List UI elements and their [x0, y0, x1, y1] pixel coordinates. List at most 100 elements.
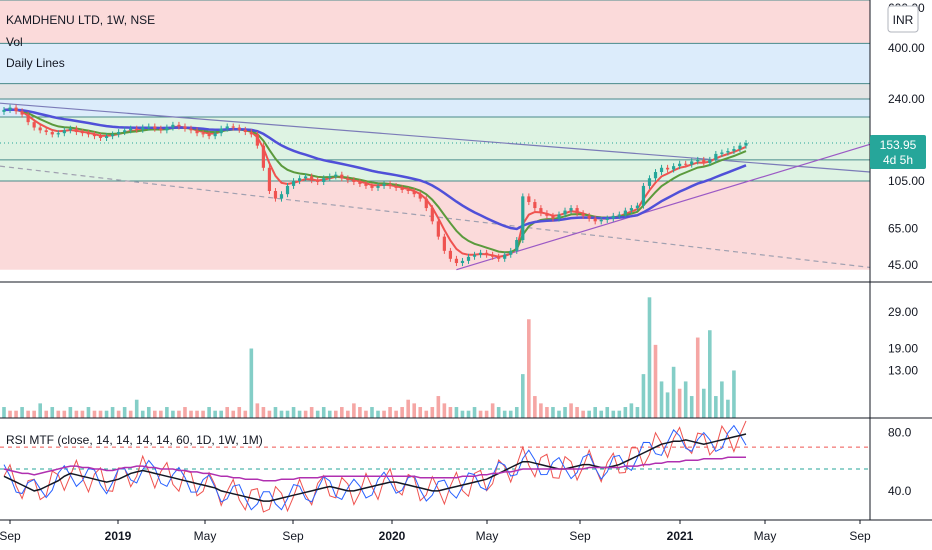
volume-bar-46: [279, 410, 284, 418]
volume-bar-14: [86, 407, 91, 418]
volume-bar-26: [159, 410, 163, 418]
last-price-badge: 153.95 4d 5h: [870, 135, 926, 169]
candle-body-102: [617, 214, 621, 216]
candle-body-63: [382, 183, 386, 186]
candle-body-120: [726, 151, 730, 153]
candle-body-31: [189, 128, 193, 131]
candle-body-30: [183, 126, 187, 129]
rsi-indicator-label[interactable]: RSI MTF (close, 14, 14, 14, 14, 60, 1D, …: [6, 433, 263, 447]
time-axis[interactable]: Sep 2019 May Sep 2020 May Sep 2021 May Sep: [0, 520, 871, 543]
volume-bar-120: [726, 399, 730, 418]
volume-bar-77: [466, 410, 471, 418]
daily-lines-indicator-label[interactable]: Daily Lines: [6, 56, 65, 70]
candle-body-26: [159, 128, 163, 131]
candle-body-68: [412, 190, 416, 195]
candle-body-61: [370, 185, 374, 188]
symbol-title[interactable]: KAMDHENU LTD, 1W, NSE: [6, 13, 155, 27]
volume-bar-116: [701, 388, 706, 418]
candle-body-23: [141, 127, 145, 130]
candle-body-80: [485, 252, 489, 255]
volume-bar-70: [424, 410, 429, 418]
candle-body-39: [237, 127, 241, 130]
candle-body-18: [110, 134, 115, 137]
candle-body-98: [593, 218, 597, 222]
candle-body-3: [20, 111, 24, 115]
candle-body-24: [147, 126, 151, 128]
candle-body-34: [207, 134, 211, 137]
candle-body-8: [50, 132, 54, 135]
volume-bar-106: [641, 374, 646, 418]
candle-body-70: [424, 198, 428, 209]
rsi-lines: [0, 420, 870, 513]
volume-bar-5: [32, 410, 36, 418]
candle-body-32: [195, 130, 199, 134]
candle-body-72: [436, 221, 440, 237]
volume-bar-55: [333, 410, 338, 418]
volume-bar-41: [249, 348, 254, 418]
candle-body-7: [44, 130, 48, 133]
candle-body-122: [738, 145, 742, 149]
volume-bar-62: [376, 410, 380, 418]
volume-bar-102: [617, 410, 622, 418]
volume-bar-22: [134, 399, 139, 418]
candle-body-59: [358, 182, 362, 184]
candle-body-116: [702, 159, 706, 163]
price-zone-6: [0, 181, 870, 270]
price-zone-0: [0, 0, 870, 44]
volume-bar-82: [496, 407, 501, 418]
candle-body-85: [515, 240, 519, 251]
volume-bar-12: [74, 410, 79, 418]
volume-bar-79: [478, 410, 483, 418]
volume-bar-19: [116, 410, 121, 418]
price-candles[interactable]: [2, 104, 748, 267]
volume-bar-95: [575, 407, 579, 418]
candle-body-123: [744, 143, 748, 146]
moving-average-lines: [3, 107, 747, 258]
candle-body-76: [460, 260, 465, 264]
ema-slow-line: [3, 108, 747, 231]
candle-body-11: [68, 128, 72, 131]
volume-bar-68: [412, 403, 417, 418]
candle-body-14: [86, 133, 91, 135]
candle-body-104: [629, 208, 633, 211]
volume-bar-4: [26, 410, 30, 418]
volume-bar-29: [177, 410, 181, 418]
panel-separators[interactable]: [0, 0, 932, 521]
price-axis[interactable]: 600.00400.00240.00105.0065.0045.0029.001…: [888, 1, 925, 498]
volume-bar-23: [140, 410, 145, 418]
bar-countdown: 4d 5h: [883, 153, 913, 167]
candle-body-2: [14, 107, 18, 112]
volume-bar-47: [285, 410, 290, 418]
volume-bar-54: [327, 410, 332, 418]
volume-bar-8: [50, 407, 55, 418]
candle-body-84: [509, 250, 513, 255]
volume-bar-45: [273, 407, 278, 418]
volume-bar-60: [364, 410, 368, 418]
volume-bar-74: [448, 407, 453, 418]
candle-body-51: [310, 176, 314, 181]
volume-bar-65: [394, 410, 398, 418]
candle-body-91: [551, 215, 555, 219]
candle-body-101: [611, 215, 615, 219]
candle-body-113: [684, 163, 688, 165]
candle-body-92: [557, 214, 561, 219]
volume-bar-66: [400, 407, 404, 418]
volume-bar-118: [714, 396, 718, 418]
rsi-monthly-line: [3, 456, 746, 482]
volume-bar-83: [502, 410, 507, 418]
currency-badge[interactable]: INR: [887, 5, 919, 33]
candle-body-17: [104, 136, 109, 138]
rsi-daily-line: [3, 420, 747, 513]
volume-bar-115: [695, 337, 700, 418]
volume-indicator-label[interactable]: Vol: [6, 35, 23, 49]
candle-body-1: [8, 107, 12, 110]
volume-bar-91: [551, 407, 555, 418]
volume-bar-1: [8, 410, 12, 418]
candle-body-114: [690, 161, 694, 165]
candle-body-43: [261, 145, 265, 168]
volume-bar-7: [44, 410, 49, 418]
price-zone-3: [0, 98, 870, 118]
volume-bar-81: [490, 403, 495, 418]
volume-bar-67: [406, 399, 410, 418]
